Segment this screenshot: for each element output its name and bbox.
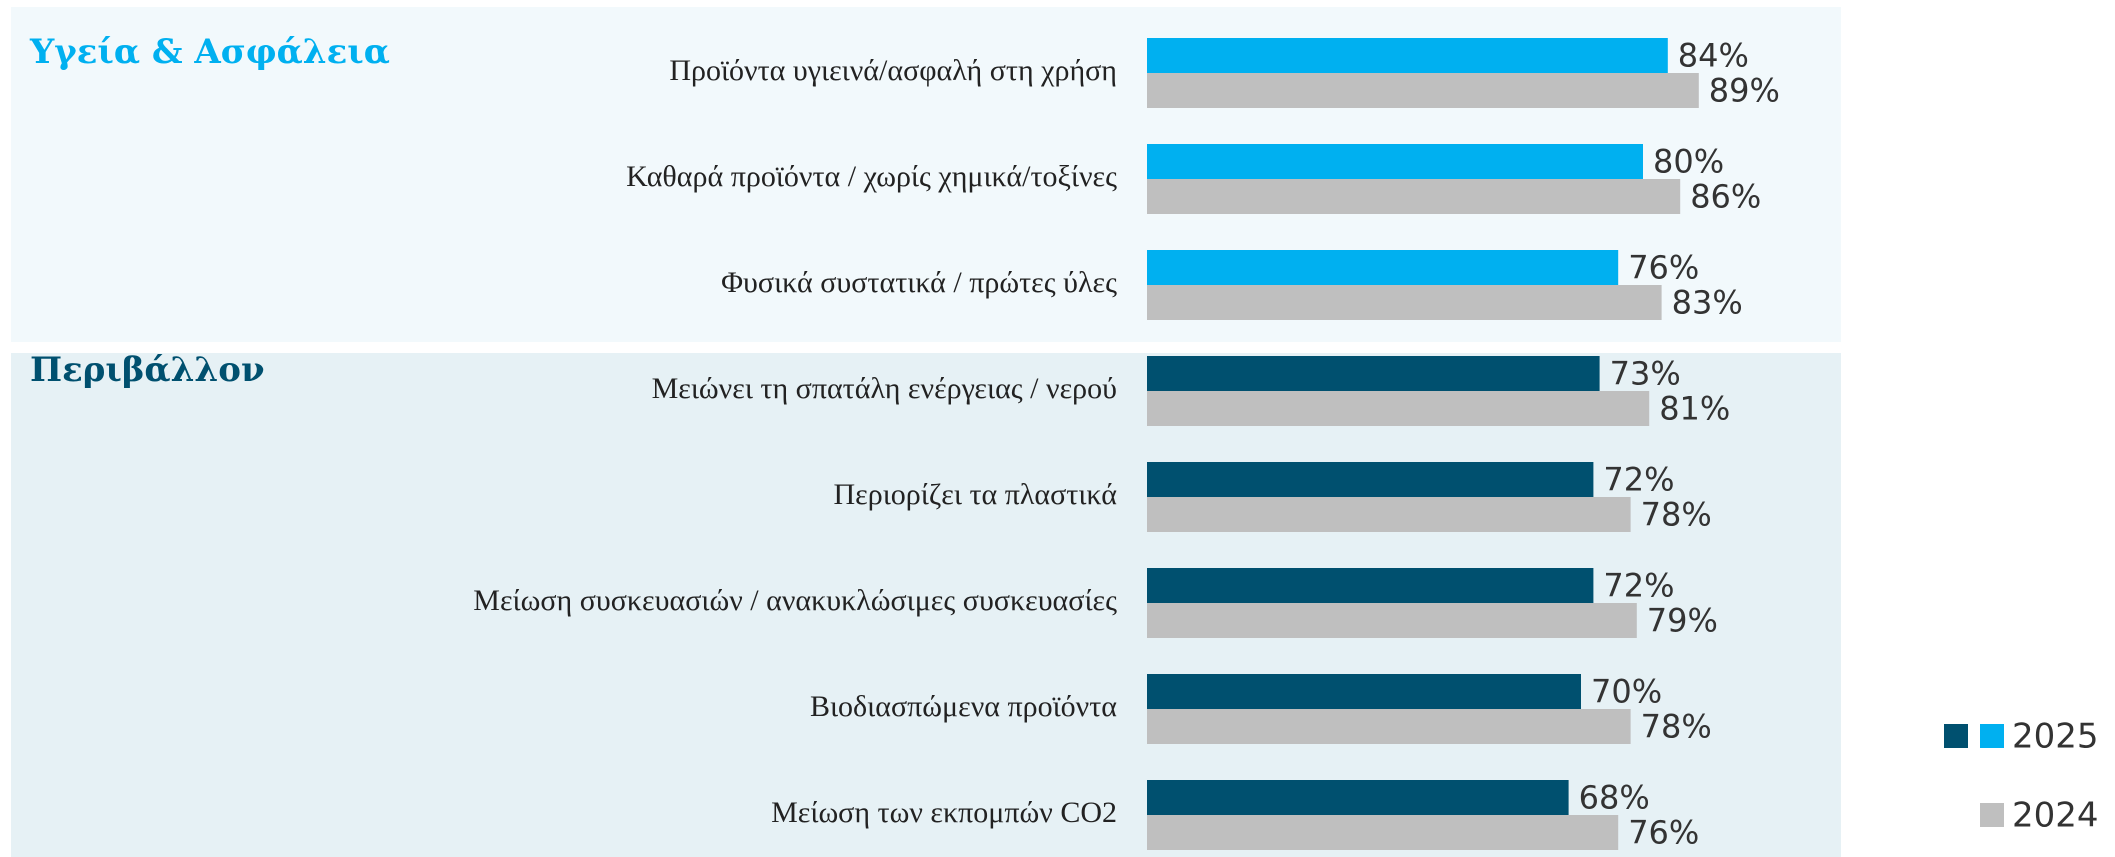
bar [1147,780,1569,815]
bar [1147,38,1668,73]
value-label: 79% [1647,602,1718,640]
bar [1147,285,1662,320]
category-label: Προϊόντα υγιεινά/ασφαλή στη χρήση [669,54,1117,87]
value-label: 78% [1641,708,1712,746]
value-label: 72% [1603,461,1674,499]
bar [1147,709,1631,744]
bar [1147,391,1650,426]
value-label: 72% [1603,567,1674,605]
category-label: Μειώνει τη σπατάλη ενέργειας / νερού [652,372,1117,405]
value-label: 81% [1659,390,1730,428]
bar [1147,674,1581,709]
category-label: Μείωση των εκπομπών CO2 [771,796,1117,829]
value-label: 68% [1579,779,1650,817]
legend-swatch [1980,724,2004,748]
bar [1147,568,1594,603]
legend-swatch [1980,803,2004,827]
value-label: 73% [1610,355,1681,393]
category-label: Βιοδιασπώμενα προϊόντα [810,690,1117,723]
bar [1147,462,1594,497]
legend-label: 2025 [2012,717,2099,757]
legend-swatch [1944,724,1968,748]
value-label: 86% [1690,178,1761,216]
bar [1147,497,1631,532]
bar [1147,144,1643,179]
category-label: Καθαρά προϊόντα / χωρίς χημικά/τοξίνες [626,160,1117,193]
value-label: 83% [1672,284,1743,322]
category-label: Μείωση συσκευασιών / ανακυκλώσιμες συσκε… [473,584,1117,617]
bar [1147,250,1619,285]
value-label: 80% [1653,143,1724,181]
bar [1147,179,1681,214]
group-title: Περιβάλλον [30,350,265,390]
group-title: Υγεία & Ασφάλεια [29,32,390,72]
category-label: Περιορίζει τα πλαστικά [834,478,1118,511]
value-label: 84% [1678,37,1749,75]
legend-label: 2024 [2012,796,2099,836]
value-label: 70% [1591,673,1662,711]
bar [1147,815,1619,850]
value-label: 76% [1628,249,1699,287]
value-label: 89% [1709,72,1780,110]
bar [1147,356,1600,391]
value-label: 78% [1641,496,1712,534]
bar [1147,73,1699,108]
value-label: 76% [1628,814,1699,852]
category-label: Φυσικά συστατικά / πρώτες ύλες [721,266,1117,299]
bar [1147,603,1637,638]
